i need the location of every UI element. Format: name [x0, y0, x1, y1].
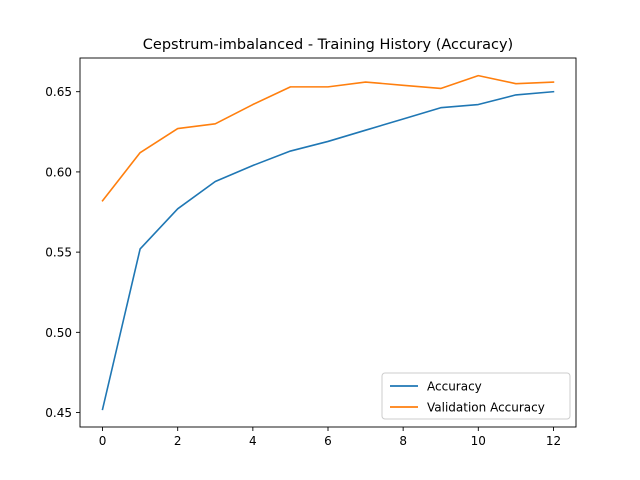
x-tick-label: 8 [399, 434, 407, 448]
y-tick-label: 0.60 [45, 165, 72, 179]
plot-area [101, 74, 555, 411]
x-tick-label: 2 [174, 434, 182, 448]
legend-label-0: Accuracy [427, 380, 482, 394]
y-tick-label: 0.55 [45, 246, 72, 260]
x-tick-label: 12 [546, 434, 561, 448]
y-tick-label: 0.45 [45, 406, 72, 420]
x-tick-label: 6 [324, 434, 332, 448]
y-tick-label: 0.65 [45, 85, 72, 99]
axes: 0 2 4 6 8 10 12 0.45 0.50 0.55 0.60 0.65 [45, 57, 577, 448]
legend-box [381, 372, 571, 420]
chart-title: Cepstrum-imbalanced - Training History (… [143, 37, 513, 53]
x-tick-label: 0 [99, 434, 107, 448]
x-tick-label: 4 [249, 434, 257, 448]
axes-frame [79, 57, 577, 428]
legend: Accuracy Validation Accuracy [381, 372, 571, 420]
series-line-1 [101, 74, 555, 202]
y-tick-label: 0.50 [45, 326, 72, 340]
legend-label-1: Validation Accuracy [427, 401, 545, 415]
series-line-0 [101, 90, 555, 411]
x-tick-label: 10 [471, 434, 486, 448]
